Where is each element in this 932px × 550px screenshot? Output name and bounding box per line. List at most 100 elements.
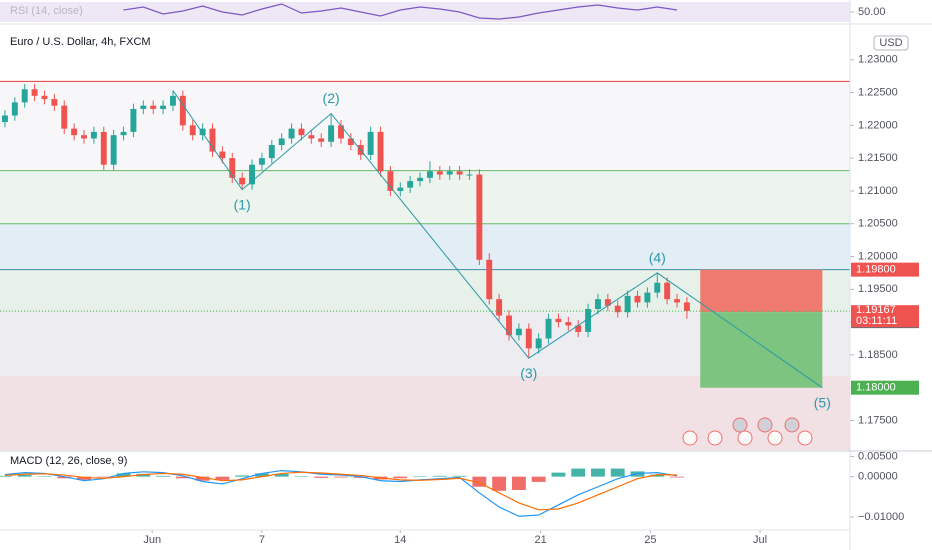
candle-body	[278, 138, 285, 146]
candle-body	[209, 128, 216, 152]
y-tick-label: 1.19500	[858, 283, 898, 295]
candle-body	[338, 125, 344, 139]
histogram-bar	[531, 476, 546, 482]
candle-body	[545, 318, 552, 339]
candle-body	[81, 135, 87, 139]
y-tick-label: 1.21500	[858, 152, 898, 164]
y-tick-label: −0.01000	[858, 511, 904, 523]
y-tick-label: 1.23000	[858, 54, 898, 66]
histogram-bar	[274, 473, 289, 477]
backgrounds	[0, 2, 850, 450]
y-tick-label: 1.17500	[858, 414, 898, 426]
candle-body	[140, 105, 147, 109]
histogram-bar	[413, 476, 427, 477]
candle-body	[298, 128, 305, 136]
wave-line	[172, 90, 823, 389]
candle-body	[120, 131, 127, 136]
stop-label-bg	[851, 262, 919, 277]
candle-body	[644, 292, 651, 303]
histogram-bar	[116, 473, 131, 477]
histogram-bar	[393, 476, 408, 479]
wave-label: (1)	[234, 196, 251, 212]
wave-label: (5)	[814, 394, 831, 410]
histogram-bar	[294, 476, 309, 477]
histogram-bar	[156, 475, 170, 477]
y-tick-label: 50.00	[858, 6, 886, 18]
candle-body	[268, 145, 275, 159]
y-tick-label: 0.00500	[858, 450, 898, 462]
candle-body	[308, 135, 315, 139]
candle-body	[100, 131, 107, 165]
histogram-bar	[511, 476, 526, 490]
y-tick-label: 1.22000	[858, 119, 898, 131]
candle-body	[318, 138, 325, 142]
histogram-bar	[591, 468, 605, 477]
histogram-bar	[670, 476, 684, 478]
candle-body	[1, 115, 8, 123]
histogram-bar	[452, 475, 467, 477]
candle-body	[515, 328, 522, 336]
histogram-bar	[136, 473, 151, 477]
candle-body	[496, 299, 503, 316]
candle-body	[239, 177, 246, 185]
y-tick-label: 1.20000	[858, 250, 898, 262]
candle-body	[446, 171, 453, 175]
candle-body	[229, 158, 236, 178]
stop-label: 1.19800	[856, 264, 896, 276]
candle-body	[219, 151, 226, 159]
macd-title: MACD (12, 26, close, 9)	[10, 455, 127, 467]
candle-body	[387, 171, 394, 191]
candle-body	[170, 95, 176, 106]
candle-body	[71, 128, 78, 136]
stop-zone	[700, 269, 823, 313]
zone	[0, 81, 850, 171]
histogram-bar	[334, 476, 348, 478]
candle-body	[51, 99, 58, 106]
target-zone	[700, 312, 823, 388]
candle-body	[61, 105, 68, 129]
candle-body	[476, 174, 483, 260]
candle-body	[347, 138, 354, 146]
zone	[0, 170, 850, 224]
wave-label: (2)	[323, 90, 340, 106]
candle-body	[31, 89, 38, 96]
candle-body	[377, 131, 384, 172]
candle-body	[160, 105, 167, 109]
candle-body	[189, 125, 196, 136]
histogram-bar	[17, 475, 32, 477]
candle-body	[288, 128, 295, 139]
candle-body	[525, 328, 532, 349]
candle-body	[624, 295, 631, 313]
histogram-bar	[610, 468, 625, 477]
candle-body	[595, 299, 601, 309]
symbol-title: Euro / U.S. Dollar, 4h, FXCM	[10, 36, 151, 48]
countdown: 03:11:11	[856, 315, 897, 327]
x-tick-label: Jun	[143, 534, 161, 546]
last-price: 1.19167	[856, 304, 896, 316]
candle-body	[565, 322, 572, 326]
y-tick-label: 1.20500	[858, 218, 898, 230]
candle-body	[367, 131, 374, 155]
rsi-band	[0, 2, 850, 22]
histogram-bar	[650, 474, 665, 477]
candle-body	[466, 174, 473, 176]
candle-body	[426, 171, 433, 178]
histogram-bar	[314, 476, 329, 478]
candle-body	[328, 125, 335, 142]
candle-body	[21, 89, 28, 103]
candle-body	[674, 299, 680, 303]
x-tick-label: 7	[259, 534, 265, 546]
candle-body	[150, 105, 157, 109]
candle-body	[436, 171, 443, 175]
signal-line	[4, 471, 678, 511]
histogram-bar	[57, 476, 72, 479]
histogram-bar	[195, 476, 210, 481]
candle-body	[456, 171, 463, 175]
candle-body	[90, 131, 97, 139]
histogram-bar	[492, 476, 507, 491]
wave-label: (4)	[649, 250, 666, 266]
candle-body	[664, 282, 671, 300]
candle-body	[604, 299, 611, 306]
candle-body	[199, 128, 206, 136]
